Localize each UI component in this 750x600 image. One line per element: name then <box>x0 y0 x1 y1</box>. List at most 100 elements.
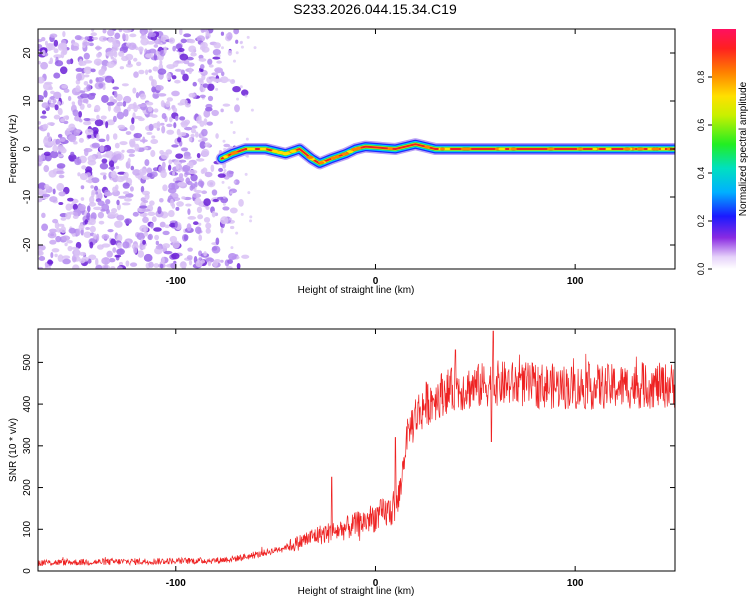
spectrogram-noise-point <box>154 247 163 255</box>
spectrogram-y-ticks: -20 -10 0 10 20 <box>22 47 675 252</box>
spectrogram-noise-point <box>168 159 173 165</box>
spectrogram-noise-point <box>67 95 72 102</box>
spectrogram-track-blob <box>231 151 239 155</box>
spectrogram-noise-point <box>130 165 135 171</box>
spectrogram-noise-point <box>38 60 42 65</box>
spectrogram-noise-point <box>174 221 178 228</box>
spectrogram-noise-point <box>122 101 127 107</box>
spectrogram-noise-point <box>75 67 84 72</box>
spectrogram-noise-point <box>118 29 123 33</box>
spectrogram-noise-point <box>128 153 135 157</box>
spectrogram-noise-point <box>150 149 156 158</box>
spectrogram-noise-point <box>128 103 137 110</box>
spectrogram-noise-point <box>54 104 59 111</box>
spectrogram-noise-point <box>57 107 63 116</box>
spectrogram-noise-point <box>49 57 54 65</box>
spectrogram-noise-point <box>68 227 76 234</box>
spectrogram-noise-point <box>38 248 43 256</box>
spectrogram-noise-point <box>161 125 166 134</box>
spectrogram-noise-point <box>169 222 177 228</box>
spectrogram-noise-point <box>86 103 92 109</box>
spectrogram-noise-point <box>191 125 198 129</box>
spectrogram-noise-point <box>182 164 191 172</box>
spectrogram-noise-point <box>125 63 133 68</box>
spectrogram-noise-point <box>220 108 224 113</box>
spectrogram-noise-point <box>211 109 219 117</box>
spectrogram-noise-point <box>166 123 173 128</box>
spectrogram-noise-point <box>183 155 192 160</box>
spectrogram-noise-point <box>192 221 199 226</box>
spectrogram-noise-point <box>175 153 184 159</box>
spectrogram-noise-point <box>47 122 56 126</box>
spectrogram-noise-point <box>110 266 116 269</box>
spectrogram-noise-point <box>50 252 54 259</box>
spectrogram-noise-point <box>239 40 243 44</box>
spectrogram-noise-point <box>78 137 84 143</box>
spectrogram-noise-point <box>198 58 207 62</box>
spectrogram-noise-point <box>188 92 196 98</box>
spectrogram-noise-point <box>112 133 118 140</box>
spectrogram-noise-point <box>56 183 65 191</box>
spectrogram-noise-point <box>110 238 116 246</box>
spectrogram-noise-point <box>136 61 142 67</box>
spectrogram-noise-point <box>186 180 193 186</box>
spectrogram-noise-point <box>93 206 102 211</box>
spectrogram-noise-point <box>125 33 129 42</box>
spectrogram-noise-point <box>161 113 167 120</box>
spectrogram-noise-point <box>240 212 244 216</box>
spectrogram-noise-point <box>222 139 226 143</box>
spectrogram-noise-point <box>40 61 49 70</box>
spectrogram-noise-point <box>53 91 62 100</box>
spectrogram-noise-point <box>210 77 216 82</box>
spectrogram-noise-point <box>50 150 59 159</box>
spectrogram-noise-point <box>140 185 145 193</box>
spectrogram-noise-point <box>78 224 85 231</box>
spectrogram-noise-point <box>230 246 234 250</box>
spectrogram-noise-point <box>232 131 236 135</box>
spectrogram-noise-point <box>202 83 209 88</box>
spectrogram-noise-point <box>205 106 213 112</box>
spectrogram-noise-point <box>246 35 250 39</box>
snr-x-ticks: -100 0 100 <box>166 329 584 589</box>
spectrogram-noise-point <box>112 186 118 193</box>
spectrogram-noise-point <box>55 170 65 175</box>
spectrogram-noise-point <box>157 206 162 215</box>
spectrogram-x-tick-label: 100 <box>567 276 584 287</box>
spectrogram-noise-point <box>80 185 85 190</box>
spectrogram-noise-point <box>41 110 47 115</box>
spectrogram-noise-point <box>203 109 211 118</box>
spectrogram-noise-point <box>106 101 115 106</box>
spectrogram-noise-point <box>235 51 239 55</box>
spectrogram-noise-point <box>94 119 104 127</box>
spectrogram-noise-point <box>80 93 89 99</box>
spectrogram-noise-point <box>171 75 177 80</box>
spectrogram-noise-point <box>107 104 111 112</box>
spectrogram-noise-point <box>197 78 204 83</box>
spectrogram-noise-point <box>167 209 175 218</box>
spectrogram-noise-point <box>49 33 58 38</box>
spectrogram-noise-point <box>62 31 66 38</box>
spectrogram-noise-point <box>49 228 58 233</box>
spectrogram-noise-point <box>38 76 45 84</box>
spectrogram-y-tick-label: -10 <box>22 189 33 204</box>
spectrogram-track-blob <box>425 145 430 149</box>
spectrogram-noise-point <box>164 224 170 229</box>
spectrogram-noise-point <box>179 53 189 61</box>
spectrogram-noise-point <box>41 102 49 109</box>
spectrogram-noise-point <box>80 197 85 201</box>
spectrogram-noise-point <box>52 98 57 104</box>
spectrogram-noise-point <box>57 43 65 51</box>
spectrogram-noise-point <box>147 211 156 217</box>
spectrogram-noise-point <box>99 68 106 75</box>
spectrogram-noise-point <box>155 245 162 250</box>
spectrogram-noise-point <box>38 188 44 196</box>
spectrogram-noise-point <box>105 150 114 159</box>
spectrogram-noise-point <box>166 129 175 135</box>
snr-y-tick-label: 100 <box>22 520 33 537</box>
spectrogram-noise-point <box>38 256 46 262</box>
spectrogram-noise-point <box>159 221 166 228</box>
colorbar-ticks: 0.0 0.2 0.4 0.6 0.8 <box>696 71 712 275</box>
spectrogram-noise-point <box>168 182 176 190</box>
spectrogram-noise-point <box>84 36 90 40</box>
